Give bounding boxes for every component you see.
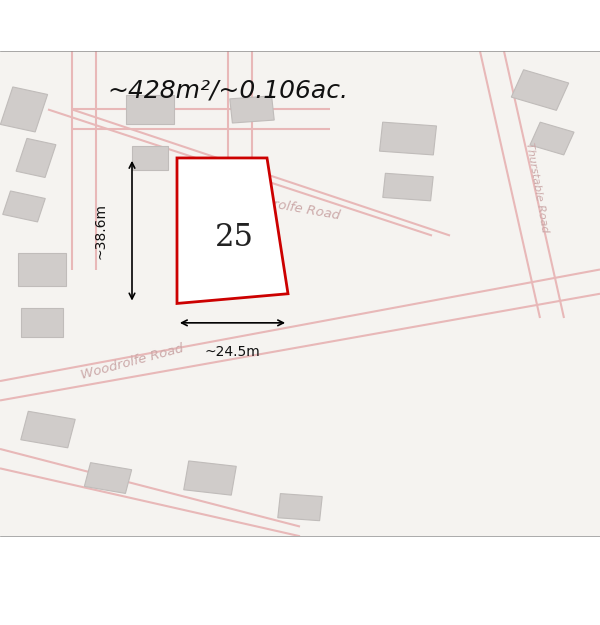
Polygon shape: [126, 95, 174, 124]
Text: ~38.6m: ~38.6m: [94, 202, 108, 259]
Text: Thurstable Road: Thurstable Road: [524, 141, 550, 233]
Polygon shape: [1, 87, 47, 132]
Text: Map shows position and indicative extent of the property.: Map shows position and indicative extent…: [130, 24, 470, 37]
Polygon shape: [132, 146, 168, 170]
Polygon shape: [511, 70, 569, 111]
Polygon shape: [177, 158, 288, 304]
Polygon shape: [21, 411, 75, 448]
Text: 25: 25: [215, 222, 254, 254]
Polygon shape: [380, 122, 436, 155]
Text: 25, WOODROLFE ROAD, TOLLESBURY, MALDON, CM9 8SB: 25, WOODROLFE ROAD, TOLLESBURY, MALDON, …: [87, 14, 513, 28]
Polygon shape: [184, 461, 236, 495]
Polygon shape: [85, 462, 131, 494]
Text: ~24.5m: ~24.5m: [205, 344, 260, 359]
Polygon shape: [16, 138, 56, 178]
Polygon shape: [3, 191, 45, 222]
Polygon shape: [18, 253, 66, 286]
Polygon shape: [530, 122, 574, 155]
Text: Woodrolfe Road: Woodrolfe Road: [235, 191, 341, 222]
Polygon shape: [383, 173, 433, 201]
Text: Woodrolfe Road: Woodrolfe Road: [79, 342, 185, 382]
Polygon shape: [278, 494, 322, 521]
Text: ~428m²/~0.106ac.: ~428m²/~0.106ac.: [107, 78, 349, 102]
Polygon shape: [230, 96, 274, 123]
Text: Contains OS data © Crown copyright and database right 2021. This information is : Contains OS data © Crown copyright and d…: [18, 543, 594, 584]
Polygon shape: [21, 308, 63, 338]
